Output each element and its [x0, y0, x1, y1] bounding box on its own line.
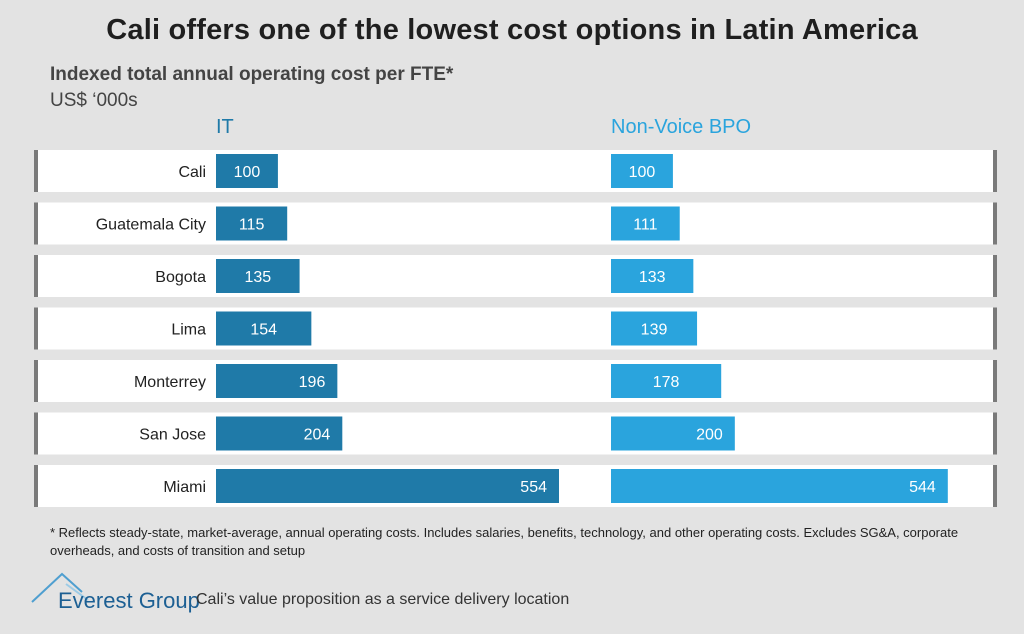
footnote: * Reflects steady-state, market-average,…: [50, 525, 959, 558]
bar-non-voice-bpo-miami: [611, 469, 948, 503]
row-left-edge-san-jose: [34, 412, 40, 455]
row-band-monterrey: [38, 360, 993, 402]
row-band-lima: [38, 307, 993, 350]
bar-non-voice-bpo-monterrey: [611, 364, 722, 398]
category-label-guatemala-city: Guatemala City: [96, 217, 206, 234]
row-left-edge-guatemala-city: [34, 202, 40, 245]
bar-it-san-jose: [216, 416, 343, 451]
category-label-miami: Miami: [163, 479, 206, 496]
bar-it-monterrey: [216, 364, 338, 398]
bar-non-voice-bpo-lima: [611, 311, 698, 346]
row-left-edge-lima: [34, 307, 40, 350]
bar-chart: Cali 100 100 Guatemala City 115 111 Bogota 135 1…: [34, 150, 997, 507]
row-right-edge-guatemala-city: [991, 202, 997, 245]
bar-it-bogota: [216, 259, 300, 293]
data-label-non-voice-bpo-cali: 100: [629, 164, 656, 181]
row-right-edge-cali: [991, 150, 997, 192]
row-right-edge-lima: [991, 307, 997, 350]
category-label-monterrey: Monterrey: [134, 374, 206, 391]
row-left-edge-monterrey: [34, 360, 40, 402]
bar-it-guatemala-city: [216, 206, 288, 241]
row-band-bogota: [38, 255, 993, 297]
data-label-non-voice-bpo-san-jose: 200: [696, 427, 723, 444]
everest-mountain-logo-icon: [31, 572, 89, 603]
page-title: Cali offers one of the lowest cost optio…: [106, 14, 918, 46]
data-label-non-voice-bpo-bogota: 133: [639, 269, 666, 286]
row-band-guatemala-city: [38, 202, 993, 245]
bar-non-voice-bpo-san-jose: [611, 416, 735, 451]
row-band-cali: [38, 150, 993, 192]
data-label-it-guatemala-city: 115: [239, 217, 265, 234]
chart-subtitle: Indexed total annual operating cost per …: [50, 64, 454, 85]
bar-non-voice-bpo-guatemala-city: [611, 206, 680, 241]
row-left-edge-cali: [34, 150, 40, 192]
series-heading-it: IT: [216, 116, 234, 138]
row-right-edge-bogota: [991, 255, 997, 297]
data-label-it-miami: 554: [520, 479, 547, 496]
data-label-it-monterrey: 196: [299, 374, 326, 391]
data-label-non-voice-bpo-miami: 544: [909, 479, 936, 496]
data-label-it-cali: 100: [234, 164, 261, 181]
bar-non-voice-bpo-cali: [611, 154, 673, 188]
data-label-it-bogota: 135: [244, 269, 271, 286]
row-right-edge-monterrey: [991, 360, 997, 402]
row-left-edge-bogota: [34, 255, 40, 297]
bar-non-voice-bpo-bogota: [611, 259, 694, 293]
data-label-non-voice-bpo-monterrey: 178: [653, 374, 680, 391]
unit-label: US$ ‘000s: [50, 90, 138, 111]
everest-group-logo-text: Everest Group: [58, 588, 200, 613]
category-label-bogota: Bogota: [155, 269, 206, 286]
row-left-edge-miami: [34, 465, 40, 507]
data-label-non-voice-bpo-lima: 139: [641, 322, 668, 339]
category-label-cali: Cali: [178, 164, 206, 181]
series-heading-non-voice-bpo: Non-Voice BPO: [611, 116, 752, 138]
bar-it-cali: [216, 154, 278, 188]
footer-caption: Cali’s value proposition as a service de…: [196, 591, 570, 608]
row-right-edge-miami: [991, 465, 997, 507]
data-label-non-voice-bpo-guatemala-city: 111: [633, 217, 657, 234]
bar-it-miami: [216, 469, 559, 503]
category-label-lima: Lima: [171, 322, 206, 339]
bar-it-lima: [216, 311, 312, 346]
data-label-it-lima: 154: [250, 322, 277, 339]
row-band-san-jose: [38, 412, 993, 455]
data-label-it-san-jose: 204: [304, 427, 331, 444]
category-label-san-jose: San Jose: [139, 427, 206, 444]
row-right-edge-san-jose: [991, 412, 997, 455]
